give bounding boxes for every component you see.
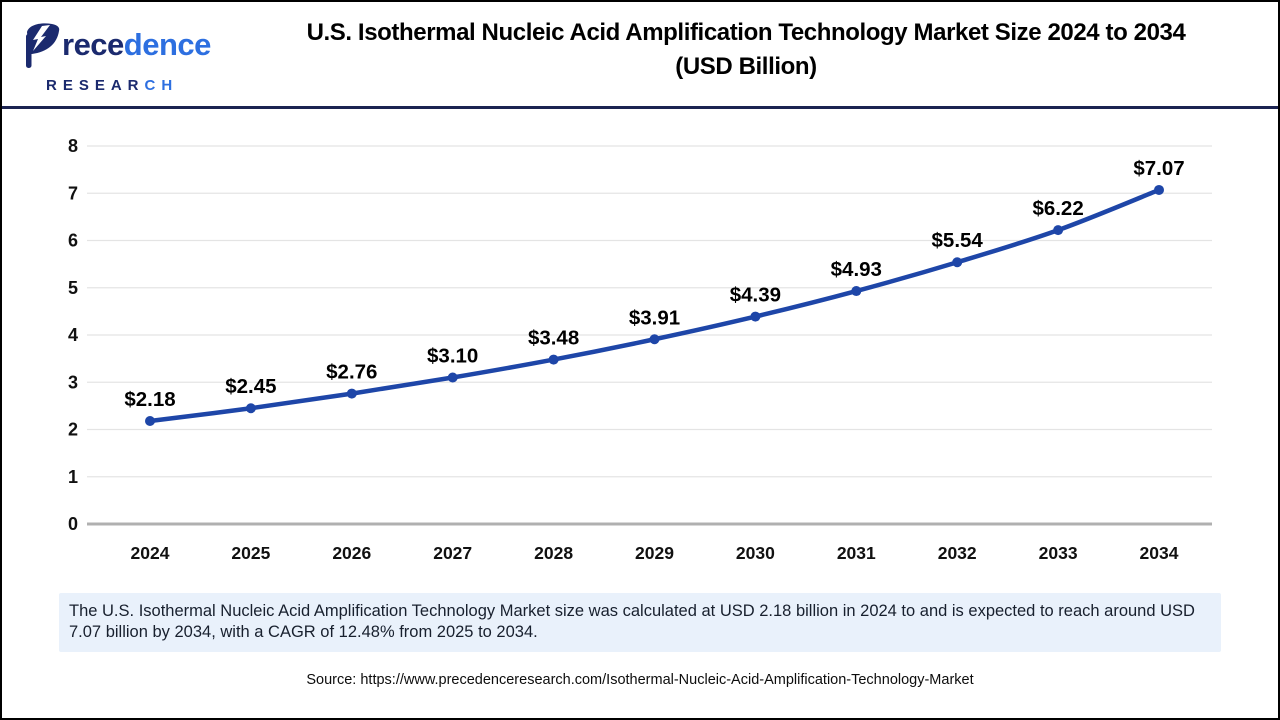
data-point-label: $3.91 [629,306,680,329]
x-tick-label: 2033 [1039,543,1078,563]
data-point-label: $2.76 [326,361,377,384]
data-point-label: $4.93 [831,258,882,281]
x-tick-label: 2028 [534,543,573,563]
data-point-label: $2.45 [225,375,276,398]
x-tick-label: 2024 [131,543,170,563]
x-tick-label: 2030 [736,543,775,563]
y-tick-label: 1 [68,467,78,487]
data-point-label: $5.54 [932,229,984,252]
x-tick-label: 2034 [1140,543,1179,563]
x-tick-label: 2029 [635,543,674,563]
market-line-chart: 0 1 2 3 4 5 6 7 8 $2.18 2024 $2.45 2025 $2.76 2026 $3.1… [68,136,1212,563]
logo-wordmark: recedence [20,22,234,74]
data-point [145,415,155,426]
x-tick-label: 2026 [332,543,371,563]
summary-box: The U.S. Isothermal Nucleic Acid Amplifi… [59,593,1221,652]
data-point [1154,184,1164,195]
header: recedence RESEARCH U.S. Isothermal Nucle… [2,2,1278,109]
x-tick-label: 2027 [433,543,472,563]
data-point [750,311,761,322]
y-tick-label: 2 [68,420,78,440]
x-tick-label: 2025 [231,543,270,563]
y-tick-label: 0 [68,514,78,534]
chart-title-line2: (USD Billion) [675,53,817,80]
precedence-research-logo: recedence RESEARCH [2,2,234,94]
y-tick-label: 5 [68,278,78,298]
source-line: Source: https://www.precedenceresearch.c… [306,672,974,688]
data-point [346,388,357,399]
data-point [447,372,458,383]
y-tick-label: 7 [68,183,78,203]
logo-leaf-p-icon [20,22,62,74]
y-tick-label: 4 [68,325,78,345]
logo-subtitle: RESEARCH [46,77,179,94]
data-point-label: $3.10 [427,345,478,368]
data-point [952,257,963,268]
chart-title-line1: U.S. Isothermal Nucleic Acid Amplificati… [306,19,1186,46]
y-tick-label: 8 [68,136,78,156]
data-point [245,403,256,414]
data-point-label: $4.39 [730,284,781,307]
data-point-label: $3.48 [528,327,579,350]
logo-word: recedence [62,27,211,62]
data-point [649,334,660,345]
data-point [851,286,862,297]
data-point-label: $6.22 [1032,197,1083,220]
x-tick-label: 2031 [837,543,876,563]
y-tick-label: 6 [68,231,78,251]
data-point [548,354,559,365]
x-tick-label: 2032 [938,543,977,563]
chart-title: U.S. Isothermal Nucleic Acid Amplificati… [234,2,1278,84]
data-point-label: $2.18 [124,388,175,411]
y-tick-label: 3 [68,372,78,392]
data-point [1053,225,1064,236]
data-point-label: $7.07 [1133,157,1184,180]
